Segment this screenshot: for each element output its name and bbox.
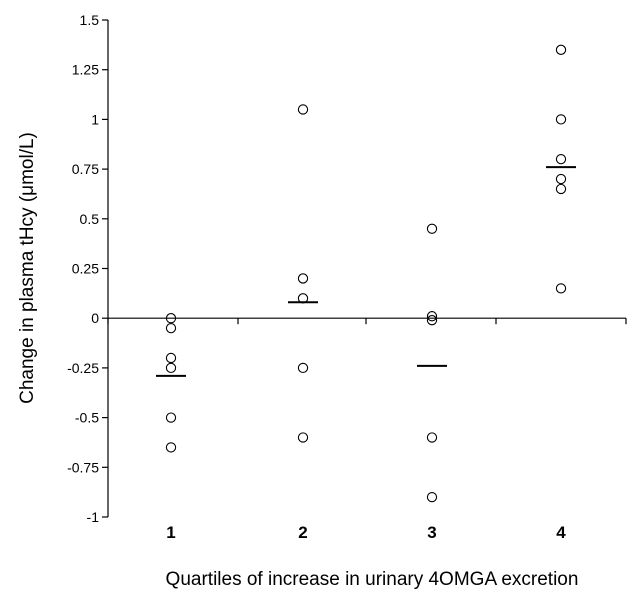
data-point bbox=[555, 154, 567, 165]
data-point bbox=[555, 183, 567, 195]
data-point bbox=[297, 362, 309, 374]
y-tick-label: -0.75 bbox=[67, 459, 99, 475]
y-tick-label: 0.25 bbox=[72, 261, 99, 277]
data-point bbox=[426, 432, 438, 443]
y-tick-label: 0.75 bbox=[72, 161, 99, 177]
data-point bbox=[426, 223, 438, 234]
y-axis: 1.5 1.25 1 0.75 0.5 0.25 0 -0.25 -0.5 -0.75 -1 bbox=[67, 12, 109, 525]
x-category-label: 2 bbox=[298, 523, 307, 542]
data-point bbox=[297, 104, 309, 115]
data-point bbox=[555, 44, 567, 55]
data-point bbox=[555, 114, 567, 125]
y-tick-label: -1 bbox=[87, 509, 100, 525]
x-category-label: 3 bbox=[427, 523, 436, 542]
y-tick-label: 1.25 bbox=[72, 62, 99, 78]
data-point bbox=[165, 412, 177, 423]
data-point bbox=[297, 273, 309, 284]
y-tick-label: 1 bbox=[91, 111, 99, 127]
data-point bbox=[426, 311, 438, 322]
data-point bbox=[165, 362, 177, 374]
data-point bbox=[555, 173, 567, 185]
data-point bbox=[165, 322, 177, 334]
data-point bbox=[165, 442, 177, 453]
y-tick-label: -0.5 bbox=[75, 410, 99, 426]
data-point bbox=[297, 432, 309, 443]
data-point bbox=[426, 315, 438, 326]
x-category-label: 4 bbox=[556, 523, 566, 542]
y-tick-label: 0 bbox=[91, 310, 99, 326]
data-point bbox=[426, 491, 438, 503]
y-tick-label: 0.5 bbox=[80, 211, 100, 227]
data-point bbox=[165, 352, 177, 364]
y-tick-label: -0.25 bbox=[67, 360, 99, 376]
data-point bbox=[555, 283, 567, 294]
y-axis-title: Change in plasma tHcy (μmol/L) bbox=[17, 132, 38, 404]
data-point bbox=[165, 313, 177, 324]
data-points bbox=[156, 44, 576, 503]
x-category-label: 1 bbox=[166, 523, 175, 542]
x-axis-title: Quartiles of increase in urinary 4OMGA e… bbox=[166, 569, 579, 590]
x-axis: 1 2 3 4 bbox=[107, 317, 627, 542]
y-tick-label: 1.5 bbox=[80, 12, 100, 28]
